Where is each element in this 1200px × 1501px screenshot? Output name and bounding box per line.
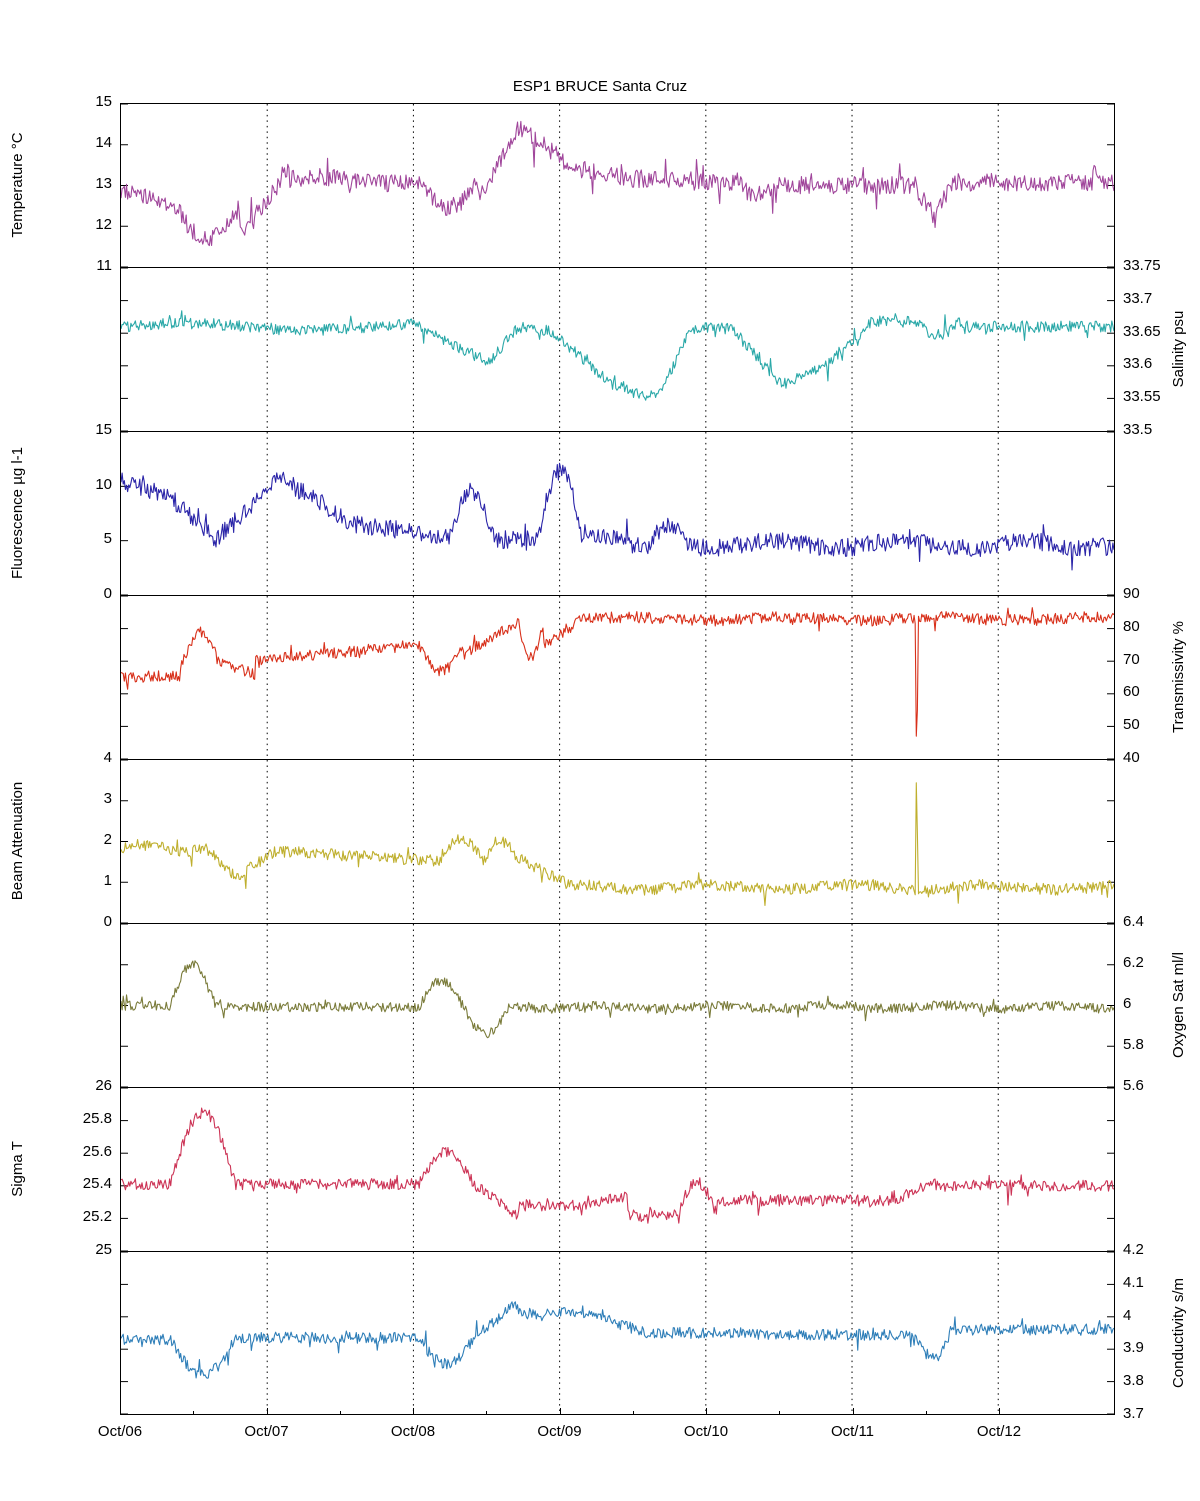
x-minor-tick: [486, 1411, 488, 1415]
y-tick-label: 4: [103, 749, 112, 766]
y-tick-label: 6: [1123, 995, 1132, 1012]
y-tick-label: 10: [95, 475, 112, 493]
y-tick-label: 1: [103, 872, 112, 889]
y-tick-label: 4: [1123, 1306, 1132, 1324]
y-tick-label: 14: [95, 134, 112, 151]
series-line: [121, 120, 1114, 247]
y-tick-label: 60: [1123, 683, 1140, 701]
x-tick-label: Oct/07: [244, 1423, 289, 1440]
y-tick-label: 33.7: [1123, 289, 1153, 307]
chart-title: ESP1 BRUCE Santa Cruz: [512, 78, 688, 95]
y-axis-label: Salinity psu: [1170, 310, 1187, 388]
y-tick-label: 80: [1123, 617, 1140, 635]
y-tick-label: 15: [95, 421, 112, 438]
y-tick-label: 25.6: [82, 1142, 112, 1160]
y-tick-label: 25: [95, 1241, 112, 1258]
x-tick-mark: [413, 1408, 414, 1415]
y-tick-label: 3.7: [1123, 1405, 1144, 1422]
chart-panel-fluorescence: [120, 431, 1115, 595]
x-tick-label: Oct/11: [830, 1423, 875, 1440]
y-tick-label: 2: [103, 831, 112, 848]
y-tick-label: 33.6: [1123, 355, 1153, 373]
y-tick-label: 33.75: [1123, 257, 1161, 274]
y-axis-label: Conductivity s/m: [1170, 1277, 1187, 1389]
series-line: [121, 960, 1114, 1039]
chart-panel-oxygen-sat: [120, 923, 1115, 1087]
y-tick-label: 90: [1123, 585, 1140, 602]
chart-panel-temperature: [120, 103, 1115, 267]
y-tick-label: 70: [1123, 650, 1140, 668]
y-tick-label: 4.1: [1123, 1273, 1144, 1291]
panel-stack: [120, 103, 1115, 1415]
y-tick-label: 25.8: [82, 1109, 112, 1127]
y-tick-label: 3.8: [1123, 1372, 1144, 1390]
x-minor-tick: [925, 1411, 927, 1415]
y-tick-label: 26: [95, 1077, 112, 1094]
y-tick-label: 4.2: [1123, 1241, 1144, 1258]
x-minor-tick: [632, 1411, 634, 1415]
chart-panel-transmissivity: [120, 595, 1115, 759]
y-tick-label: 50: [1123, 716, 1140, 734]
y-axis-label: Fluorescence µg l-1: [9, 446, 26, 580]
x-tick-label: Oct/09: [537, 1423, 582, 1440]
x-minor-tick: [339, 1411, 341, 1415]
x-tick-label: Oct/06: [97, 1423, 143, 1440]
y-tick-label: 33.5: [1123, 421, 1153, 438]
y-tick-label: 3: [103, 790, 112, 807]
series-line: [121, 1107, 1114, 1224]
x-tick-label: Oct/12: [976, 1423, 1022, 1440]
y-tick-label: 15: [95, 93, 112, 110]
y-tick-label: 25.4: [82, 1175, 112, 1193]
y-axis-label: Beam Attenuation: [9, 781, 26, 901]
y-tick-label: 0: [103, 585, 112, 602]
y-tick-label: 3.9: [1123, 1339, 1144, 1357]
series-line: [121, 607, 1114, 737]
y-tick-label: 40: [1123, 749, 1140, 766]
x-tick-mark: [852, 1408, 854, 1415]
chart-panel-sigma-t: [120, 1087, 1115, 1251]
x-tick-mark: [706, 1408, 707, 1415]
y-axis-label: Temperature °C: [9, 132, 26, 238]
x-tick-mark: [266, 1408, 268, 1415]
series-line: [121, 1301, 1114, 1379]
series-line: [121, 462, 1114, 571]
y-axis-label: Oxygen Sat ml/l: [1170, 952, 1187, 1058]
y-tick-label: 6.2: [1123, 954, 1144, 971]
y-tick-label: 0: [103, 913, 112, 930]
series-line: [121, 782, 1114, 907]
x-tick-mark: [559, 1408, 561, 1415]
chart-panel-beam-attenuation: [120, 759, 1115, 923]
chart-panel-salinity: [120, 267, 1115, 431]
x-minor-tick: [779, 1411, 781, 1415]
y-tick-label: 5.6: [1123, 1077, 1144, 1094]
y-tick-label: 5.8: [1123, 1036, 1144, 1053]
y-tick-label: 11: [96, 257, 112, 274]
y-tick-label: 6.4: [1123, 913, 1144, 930]
x-tick-mark: [120, 1408, 121, 1415]
y-tick-label: 5: [103, 530, 112, 548]
chart-panel-conductivity: [120, 1251, 1115, 1415]
y-tick-label: 33.55: [1123, 388, 1161, 406]
y-tick-label: 12: [95, 216, 112, 233]
x-tick-label: Oct/08: [390, 1423, 436, 1440]
x-minor-tick: [193, 1411, 195, 1415]
x-tick-label: Oct/10: [683, 1423, 729, 1440]
y-tick-label: 13: [95, 175, 112, 192]
y-axis-label: Sigma T: [9, 1141, 26, 1197]
series-line: [121, 310, 1114, 401]
x-tick-mark: [999, 1408, 1000, 1415]
y-tick-label: 33.65: [1123, 322, 1161, 340]
y-tick-label: 25.2: [82, 1208, 112, 1226]
y-axis-label: Transmissivity %: [1170, 621, 1187, 733]
